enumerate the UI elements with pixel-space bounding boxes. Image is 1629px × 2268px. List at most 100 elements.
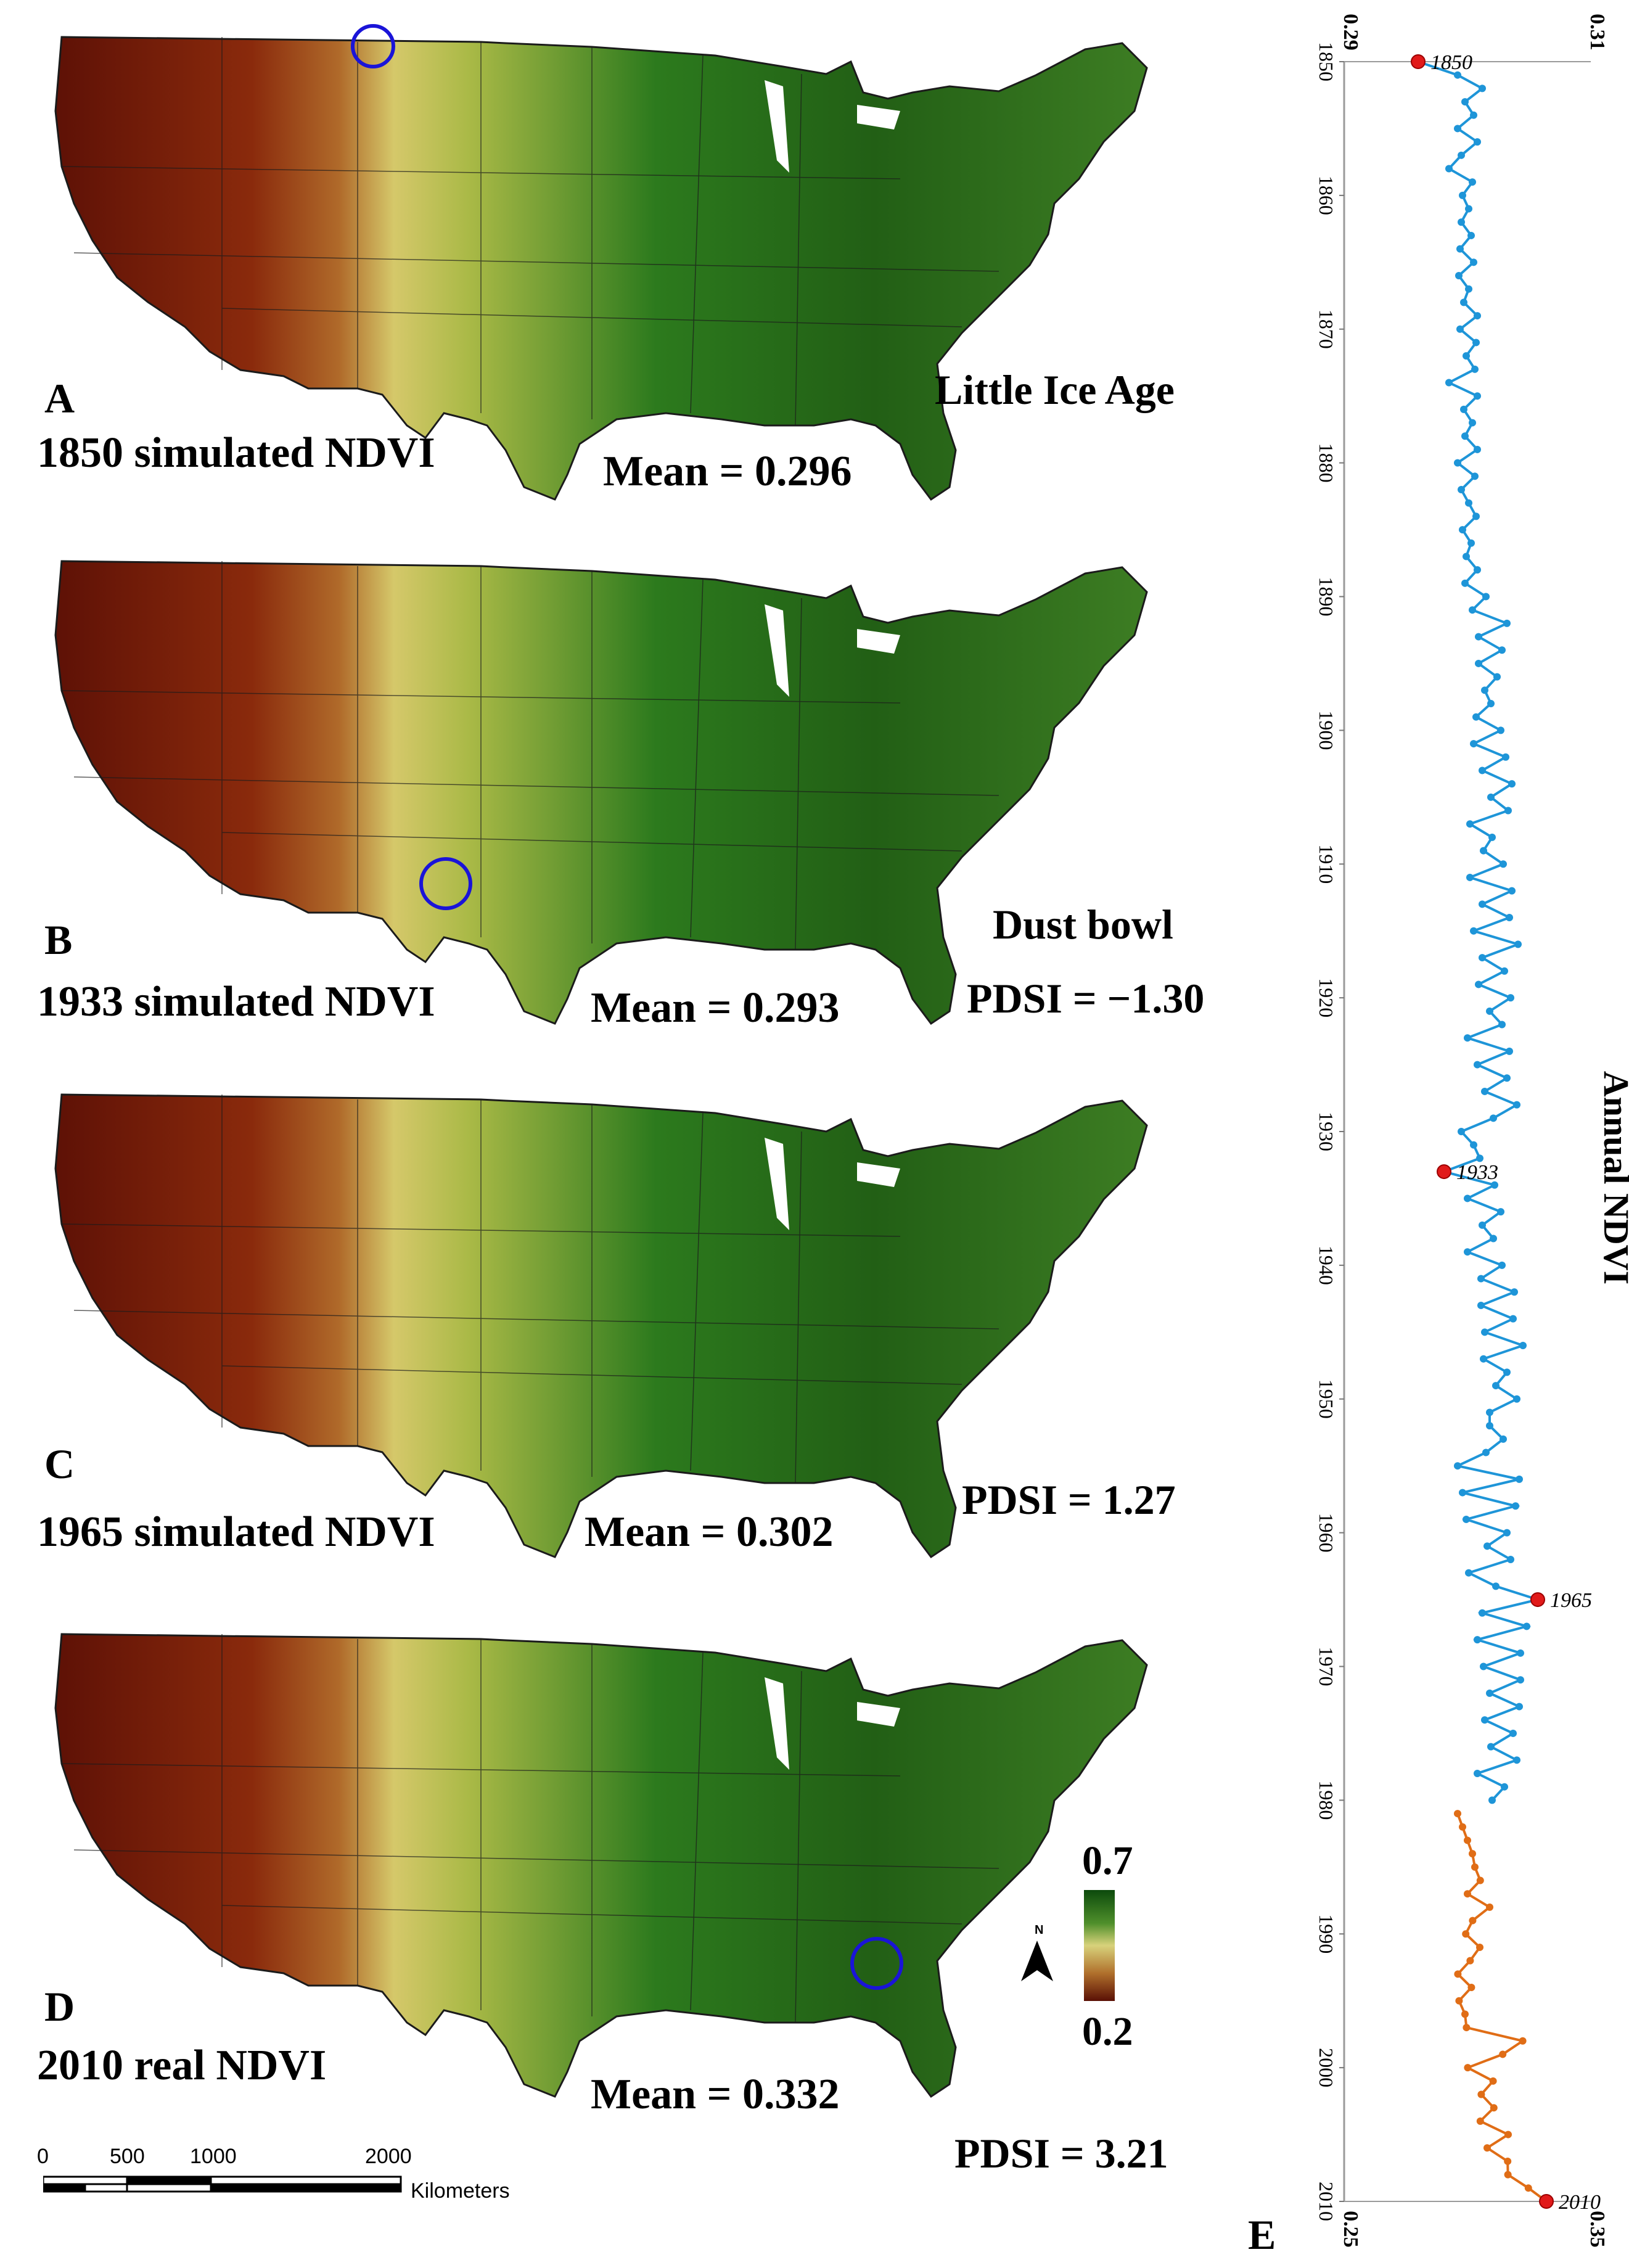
north-arrow-icon: [1021, 1941, 1053, 1981]
data-point: [1471, 365, 1479, 373]
data-point: [1464, 1248, 1471, 1256]
data-point: [1509, 1315, 1517, 1323]
legend-max: 0.7: [1082, 1838, 1133, 1883]
data-point: [1458, 1128, 1465, 1135]
data-point: [1454, 71, 1461, 79]
year-tick-label: 1980: [1315, 1780, 1337, 1820]
data-point: [1482, 593, 1490, 601]
value-axis-label: 0.25: [1339, 2211, 1362, 2248]
year-tick-label: 1900: [1315, 710, 1337, 750]
data-point: [1477, 2090, 1485, 2098]
year-tick-label: 1950: [1315, 1379, 1337, 1419]
data-point: [1487, 700, 1495, 707]
highlight-label: 1933: [1456, 1161, 1498, 1184]
data-point: [1486, 1007, 1493, 1015]
data-point: [1504, 2130, 1512, 2139]
data-point: [1504, 2171, 1512, 2179]
data-point: [1490, 1235, 1497, 1243]
data-point: [1472, 339, 1480, 347]
highlight-marker: [1539, 2194, 1554, 2209]
data-point: [1507, 994, 1514, 1002]
data-point: [1463, 553, 1470, 561]
data-point: [1489, 2077, 1497, 2085]
data-point: [1493, 673, 1501, 681]
data-point: [1486, 1422, 1493, 1430]
year-tick-label: 1930: [1315, 1112, 1337, 1151]
data-point: [1481, 1716, 1488, 1724]
year-tick-label: 1940: [1315, 1246, 1337, 1285]
data-point: [1481, 1328, 1488, 1336]
data-point: [1524, 2184, 1532, 2192]
data-point: [1499, 2050, 1507, 2058]
highlight-marker: [1411, 54, 1426, 69]
data-point: [1519, 1342, 1527, 1349]
data-point: [1490, 1114, 1497, 1122]
data-point: [1498, 1261, 1506, 1269]
data-point: [1514, 940, 1522, 948]
data-point: [1479, 1221, 1486, 1229]
data-point: [1517, 1676, 1524, 1684]
data-point: [1464, 1836, 1471, 1844]
data-point: [1454, 1970, 1462, 1978]
year-tick-label: 2000: [1315, 2048, 1337, 2087]
scale-segments: [43, 2176, 402, 2193]
panel-letter: C: [44, 1440, 75, 1487]
data-point: [1461, 579, 1469, 587]
data-point: [1508, 780, 1516, 788]
panel-pdsi: PDSI = 1.27: [962, 1476, 1176, 1523]
data-point: [1458, 218, 1465, 226]
data-point: [1464, 1034, 1471, 1042]
data-point: [1476, 1943, 1483, 1951]
series-line: [1418, 60, 1543, 1801]
data-point: [1475, 633, 1482, 641]
data-point: [1476, 1154, 1483, 1162]
highlight-marker: [1530, 1592, 1545, 1608]
data-point: [1516, 1703, 1523, 1711]
data-point: [1459, 191, 1466, 199]
data-point: [1474, 392, 1481, 400]
data-point: [1513, 1101, 1520, 1109]
data-point: [1482, 1448, 1490, 1457]
year-tick-label: 1850: [1315, 42, 1337, 81]
scale-tick: 0: [37, 2145, 49, 2168]
data-point: [1474, 566, 1481, 574]
data-point: [1486, 1408, 1493, 1416]
data-point: [1474, 1636, 1481, 1644]
data-point: [1462, 1930, 1470, 1938]
data-point: [1487, 793, 1495, 801]
data-point: [1470, 1141, 1477, 1149]
data-point: [1480, 1662, 1487, 1670]
data-point: [1463, 1515, 1470, 1523]
panel-letter: D: [44, 1983, 75, 2030]
data-point: [1492, 1382, 1500, 1390]
highlight-label: 1850: [1430, 51, 1472, 74]
data-point: [1461, 98, 1469, 106]
highlight-circle: [419, 857, 472, 910]
data-point: [1471, 472, 1479, 480]
data-point: [1501, 967, 1508, 975]
data-point: [1454, 1462, 1461, 1470]
year-tick-label: 1990: [1315, 1914, 1337, 1954]
data-point: [1475, 980, 1482, 988]
data-point: [1459, 1489, 1466, 1497]
data-point: [1475, 659, 1482, 667]
data-point: [1470, 740, 1477, 748]
data-point: [1474, 312, 1481, 320]
colorbar: [1084, 1890, 1115, 2001]
highlight-circle: [850, 1937, 903, 1990]
value-axis-label: 0.31: [1586, 14, 1609, 51]
data-point: [1456, 245, 1464, 253]
data-point: [1483, 2144, 1491, 2152]
data-point: [1474, 138, 1481, 146]
data-point: [1458, 151, 1465, 159]
data-point: [1492, 1582, 1500, 1590]
data-point: [1508, 887, 1516, 895]
data-point: [1474, 1770, 1481, 1777]
data-point: [1507, 1556, 1514, 1563]
data-point: [1503, 1368, 1511, 1376]
year-tick-label: 1920: [1315, 978, 1337, 1017]
data-point: [1474, 445, 1481, 453]
data-point: [1454, 459, 1461, 467]
data-point: [1486, 1903, 1493, 1911]
panel-letter: B: [44, 916, 73, 963]
